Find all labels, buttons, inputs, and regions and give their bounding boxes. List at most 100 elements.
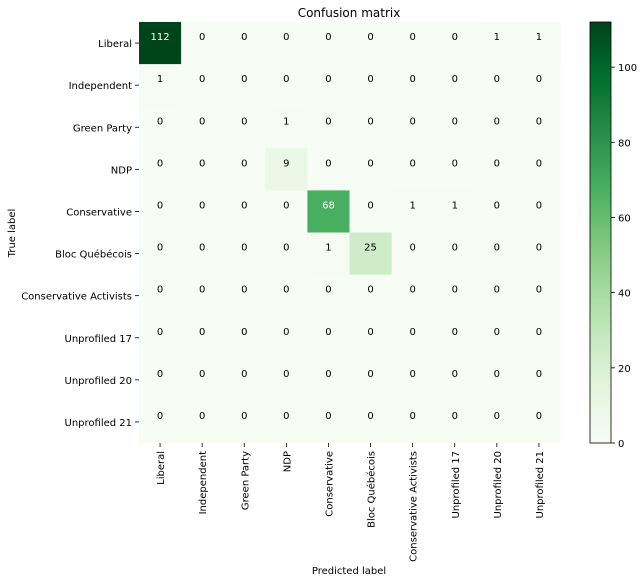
heatmap-cell-value: 0	[157, 285, 163, 296]
heatmap-cell	[349, 316, 393, 360]
heatmap-cell	[433, 64, 477, 107]
heatmap-cell-value: 0	[241, 285, 247, 296]
heatmap-cell	[391, 358, 435, 402]
heatmap-cell-value: 0	[283, 200, 289, 211]
heatmap-cell	[433, 190, 477, 233]
heatmap-cell-value: 0	[409, 158, 415, 169]
colorbar-tick-label: 20	[618, 364, 631, 375]
heatmap-cell	[223, 148, 266, 191]
heatmap-cell	[517, 190, 561, 233]
heatmap-cell	[391, 232, 435, 276]
heatmap-cell-value: 0	[367, 369, 373, 380]
heatmap-cell-value: 0	[452, 74, 458, 85]
heatmap-cell	[391, 106, 435, 149]
heatmap-cell-value: 0	[409, 285, 415, 296]
heatmap-cell-value: 0	[367, 200, 373, 211]
heatmap-cell	[265, 106, 308, 149]
heatmap-cell-value: 1	[409, 200, 415, 211]
heatmap-cell-value: 0	[367, 32, 373, 43]
heatmap-cell-value: 0	[409, 74, 415, 85]
x-tick-label: Liberal	[156, 451, 167, 485]
heatmap-cell-value: 1	[157, 74, 163, 85]
heatmap-cell-value: 0	[452, 285, 458, 296]
heatmap-cell-value: 0	[536, 369, 542, 380]
heatmap-cell-value: 0	[241, 200, 247, 211]
heatmap-cell-value: 0	[494, 200, 500, 211]
heatmap-cell	[349, 148, 393, 191]
heatmap-cell	[475, 106, 519, 149]
heatmap-cell-value: 0	[241, 327, 247, 338]
heatmap-cell-value: 0	[199, 74, 205, 85]
heatmap-cell-value: 112	[151, 32, 170, 43]
heatmap-cell	[349, 106, 393, 149]
heatmap-cell-value: 0	[241, 411, 247, 422]
y-tick-label: Liberal	[98, 39, 132, 50]
colorbar-tick-label: 100	[618, 63, 637, 74]
heatmap-cell	[517, 22, 561, 65]
heatmap-cell-value: 0	[409, 411, 415, 422]
y-tick-label: Conservative Activists	[21, 292, 132, 303]
heatmap-cell-value: 0	[199, 369, 205, 380]
heatmap-cell-value: 0	[157, 369, 163, 380]
heatmap-cell	[475, 274, 519, 318]
heatmap-cell	[223, 400, 266, 444]
heatmap-cell	[181, 400, 224, 444]
heatmap-cell	[181, 232, 224, 276]
heatmap-cell	[349, 190, 393, 233]
heatmap-cell	[139, 316, 182, 360]
heatmap-cell	[307, 358, 350, 402]
heatmap-cell	[517, 400, 561, 444]
heatmap-cell-value: 0	[283, 243, 289, 254]
heatmap-cell	[517, 316, 561, 360]
heatmap-cell-value: 0	[494, 158, 500, 169]
heatmap-cell-value: 0	[536, 243, 542, 254]
heatmap-cell-value: 0	[241, 158, 247, 169]
heatmap-cell-value: 0	[409, 32, 415, 43]
heatmap-cell-value: 0	[452, 243, 458, 254]
heatmap-cell-value: 0	[157, 158, 163, 169]
heatmap-cell	[475, 316, 519, 360]
heatmap-cell	[349, 400, 393, 444]
heatmap-cell-value: 0	[157, 411, 163, 422]
heatmap-cell	[475, 148, 519, 191]
heatmap-cell-value: 0	[367, 285, 373, 296]
heatmap-cell	[307, 316, 350, 360]
heatmap-cell	[475, 358, 519, 402]
y-tick-label: Unprofiled 21	[65, 418, 133, 429]
y-axis-label: True label	[7, 209, 18, 259]
heatmap-cell	[349, 64, 393, 107]
heatmap-cells	[139, 22, 561, 444]
colorbar-tick-label: 40	[618, 289, 631, 300]
heatmap-cell-value: 0	[283, 369, 289, 380]
heatmap-cell	[517, 274, 561, 318]
heatmap-cell	[181, 106, 224, 149]
heatmap-cell-value: 0	[199, 411, 205, 422]
heatmap-cell-value: 0	[325, 327, 331, 338]
heatmap-cell	[307, 232, 350, 276]
heatmap-cell-value: 0	[157, 116, 163, 127]
heatmap-cell	[391, 190, 435, 233]
heatmap-cell	[307, 400, 350, 444]
heatmap-cell-value: 0	[452, 158, 458, 169]
heatmap-cell-value: 0	[199, 116, 205, 127]
x-tick-label: Independent	[198, 451, 209, 514]
heatmap-cell-value: 0	[452, 369, 458, 380]
x-tick-label: Unprofiled 17	[451, 451, 462, 519]
heatmap-cell	[139, 232, 182, 276]
heatmap-cell	[223, 106, 266, 149]
heatmap-cell-value: 9	[283, 158, 289, 169]
heatmap-cell-value: 0	[199, 32, 205, 43]
heatmap-cell	[139, 148, 182, 191]
heatmap-cell-value: 25	[364, 243, 377, 254]
heatmap-cell	[433, 106, 477, 149]
heatmap-cell-value: 0	[367, 116, 373, 127]
heatmap-cell	[181, 22, 224, 65]
colorbar-tick-label: 0	[618, 439, 624, 450]
y-tick-label: Unprofiled 20	[65, 376, 133, 387]
heatmap-cell-value: 0	[494, 285, 500, 296]
heatmap-cell	[307, 148, 350, 191]
heatmap-cell-value: 0	[452, 327, 458, 338]
heatmap-cell-value: 0	[283, 32, 289, 43]
heatmap-cell	[223, 274, 266, 318]
heatmap-cell-value: 0	[325, 116, 331, 127]
